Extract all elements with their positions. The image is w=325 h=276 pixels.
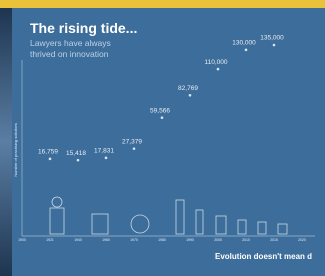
title: The rising tide...: [30, 20, 137, 36]
y-axis-label: Number of practising solicitors: [13, 123, 18, 177]
subtitle: Lawyers have always thrived on innovatio…: [30, 38, 125, 60]
x-tick-label: 1970: [130, 238, 138, 242]
x-tick-label: 1990: [186, 238, 194, 242]
x-tick-label: 1960: [102, 238, 110, 242]
value-label: 17,831: [94, 148, 114, 155]
value-label: 16,759: [38, 149, 58, 156]
point: [217, 68, 220, 71]
value-label: 135,000: [260, 35, 284, 42]
value-label: 59,566: [150, 107, 170, 114]
point: [105, 157, 108, 160]
point: [133, 147, 136, 150]
x-tick-label: 1980: [158, 238, 166, 242]
point: [77, 159, 80, 162]
x-tick-label: 2000: [214, 238, 222, 242]
point: [245, 49, 248, 52]
x-tick-label: 2020: [298, 238, 306, 242]
x-tick-label: 2010: [242, 238, 250, 242]
point: [189, 94, 192, 97]
x-tick-label: 1900: [18, 238, 26, 242]
x-tick-label: 1940: [74, 238, 82, 242]
silhouettes: [50, 197, 287, 234]
footer-text: Evolution doesn't mean d: [215, 252, 312, 261]
slide: Number of practising solicitors 1900 1921…: [0, 0, 325, 276]
value-label: 82,769: [178, 85, 198, 92]
value-label: 15,418: [66, 150, 86, 157]
point: [49, 158, 52, 161]
x-tick-label: 1921: [46, 238, 54, 242]
value-label: 110,000: [204, 59, 227, 66]
x-tick-label: 2015: [270, 238, 278, 242]
value-label: 27,379: [122, 138, 142, 145]
value-label: 130,000: [232, 40, 256, 47]
point: [161, 116, 164, 119]
point: [273, 44, 276, 47]
